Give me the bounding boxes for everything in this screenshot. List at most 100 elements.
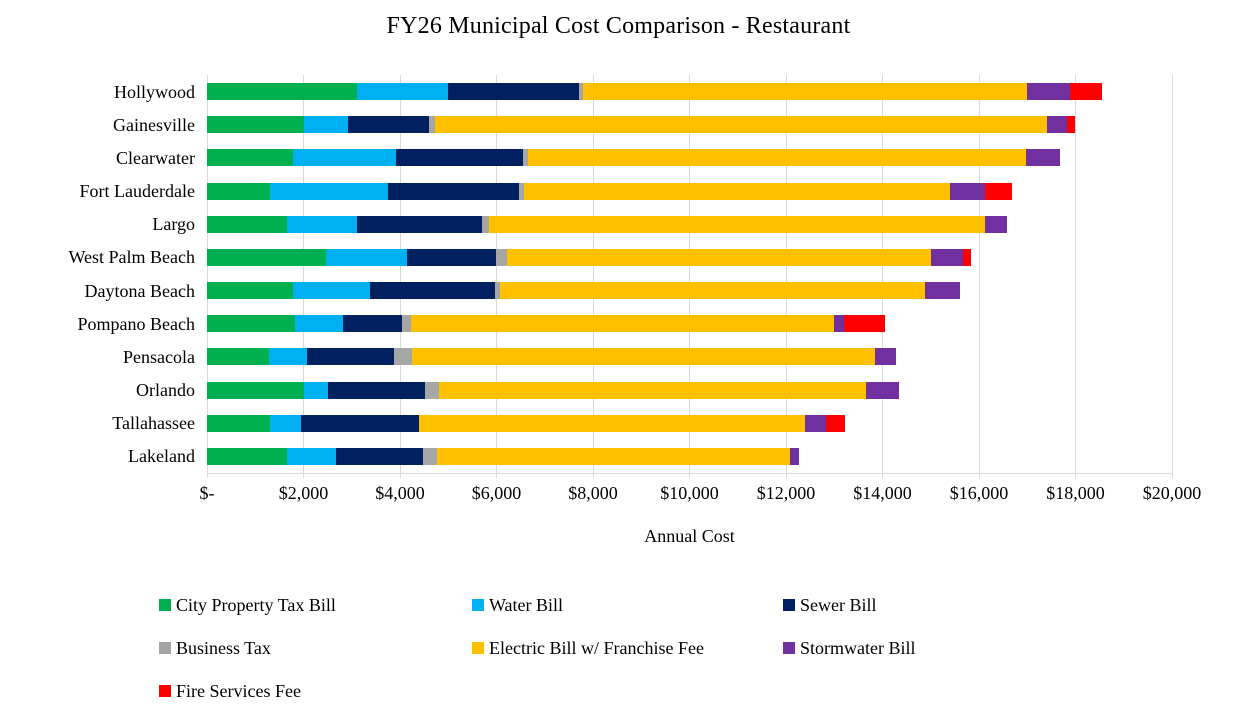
gridline [496,75,497,478]
legend-item-water-bill: Water Bill [472,595,563,615]
legend-item-stormwater-bill: Stormwater Bill [783,638,916,658]
bar-segment-sewer-bill [301,414,420,432]
bar-row-pensacola [207,348,896,366]
bar-segment-electric-bill-w-franchise-fee [434,116,1047,134]
bar-segment-electric-bill-w-franchise-fee [524,182,950,200]
bar-segment-stormwater-bill [924,282,960,300]
bar-segment-sewer-bill [448,83,579,101]
bar-segment-electric-bill-w-franchise-fee [419,414,806,432]
legend-swatch [159,599,171,611]
y-axis-label: Orlando [136,380,195,401]
bar-segment-electric-bill-w-franchise-fee [412,348,876,366]
bar-segment-sewer-bill [327,381,426,399]
bar-segment-city-property-tax-bill [207,414,270,432]
bar-segment-business-tax [422,447,438,465]
y-axis-label: Pensacola [123,346,195,367]
bar-segment-water-bill [269,182,388,200]
bar-segment-business-tax [393,348,413,366]
bar-row-fort-lauderdale [207,182,1012,200]
bar-segment-stormwater-bill [1026,83,1071,101]
legend-label: Business Tax [176,638,271,658]
legend-item-fire-services-fee: Fire Services Fee [159,681,301,701]
bar-segment-sewer-bill [387,182,520,200]
bar-segment-business-tax [495,282,501,300]
legend-label: Electric Bill w/ Franchise Fee [489,638,704,658]
bar-segment-stormwater-bill [1046,116,1068,134]
bar-segment-electric-bill-w-franchise-fee [489,215,985,233]
bar-segment-water-bill [268,348,308,366]
bar-segment-city-property-tax-bill [207,149,293,167]
bar-row-orlando [207,381,900,399]
x-axis-tick-label: $2,000 [278,483,329,503]
bar-segment-sewer-bill [348,116,429,134]
legend-swatch [159,642,171,654]
y-axis-label: Fort Lauderdale [79,181,195,202]
legend-swatch [159,685,171,697]
x-axis-tick-label: $18,000 [1046,483,1105,503]
bar-segment-fire-services-fee [825,414,846,432]
bar-row-hollywood [207,83,1102,101]
bar-segment-business-tax [402,315,411,333]
bar-segment-stormwater-bill [930,248,964,266]
legend-swatch [472,599,484,611]
plot-area [206,75,1173,478]
bar-row-lakeland [207,447,800,465]
x-axis-tick-label: $20,000 [1142,483,1202,503]
bar-segment-water-bill [269,414,302,432]
bar-segment-stormwater-bill [875,348,896,366]
y-axis-label: Lakeland [128,446,195,467]
bar-segment-business-tax [428,116,435,134]
gridline [303,75,304,478]
bar-segment-fire-services-fee [843,315,885,333]
bar-segment-stormwater-bill [985,215,1007,233]
bar-segment-city-property-tax-bill [207,315,296,333]
x-axis-tick-label: $14,000 [853,483,912,503]
legend-swatch [472,642,484,654]
legend-label: Sewer Bill [800,595,877,615]
bar-segment-sewer-bill [407,248,497,266]
legend-swatch [783,642,795,654]
bar-segment-fire-services-fee [984,182,1012,200]
x-axis-tick-label: $12,000 [756,483,816,503]
bar-segment-city-property-tax-bill [207,447,287,465]
bar-segment-electric-bill-w-franchise-fee [507,248,931,266]
legend-label: City Property Tax Bill [176,595,336,615]
bar-segment-sewer-bill [343,315,403,333]
x-axis-tick-label: $8,000 [568,483,618,503]
x-axis-tick-label: $6,000 [471,483,522,503]
legend-swatch [783,599,795,611]
gridline [399,75,401,478]
bar-segment-stormwater-bill [789,447,800,465]
y-axis-label: Tallahassee [112,413,195,434]
bar-segment-business-tax [482,215,490,233]
bar-segment-electric-bill-w-franchise-fee [438,381,866,399]
legend-label: Water Bill [489,595,564,615]
y-axis-label: Daytona Beach [84,280,195,301]
bar-segment-sewer-bill [369,282,496,300]
bar-segment-sewer-bill [356,215,482,233]
bar-segment-stormwater-bill [805,414,826,432]
x-axis-tick-label: $16,000 [949,483,1009,503]
bar-segment-water-bill [326,248,408,266]
legend-label: Stormwater Bill [800,638,916,658]
bar-segment-city-property-tax-bill [207,381,304,399]
bar-segment-fire-services-fee [963,248,971,266]
bar-segment-fire-services-fee [1070,83,1102,101]
legend-item-city-property-tax-bill: City Property Tax Bill [159,595,336,615]
bar-segment-water-bill [292,282,370,300]
bar-segment-electric-bill-w-franchise-fee [582,83,1027,101]
bar-segment-electric-bill-w-franchise-fee [410,315,835,333]
y-axis-label: West Palm Beach [68,247,195,268]
bar-row-largo [207,215,1007,233]
legend-item-sewer-bill: Sewer Bill [783,595,877,615]
bar-row-daytona-beach [207,282,960,300]
bar-segment-electric-bill-w-franchise-fee [500,282,925,300]
bar-row-west-palm-beach [207,248,971,266]
x-axis-tick-label: $- [199,483,215,503]
bar-segment-city-property-tax-bill [207,182,270,200]
bar-segment-city-property-tax-bill [207,348,269,366]
bar-segment-electric-bill-w-franchise-fee [527,149,1027,167]
y-axis-label: Gainesville [113,114,195,135]
y-axis-label: Clearwater [116,147,195,168]
legend-item-electric-bill-w-franchise-fee: Electric Bill w/ Franchise Fee [472,638,704,658]
